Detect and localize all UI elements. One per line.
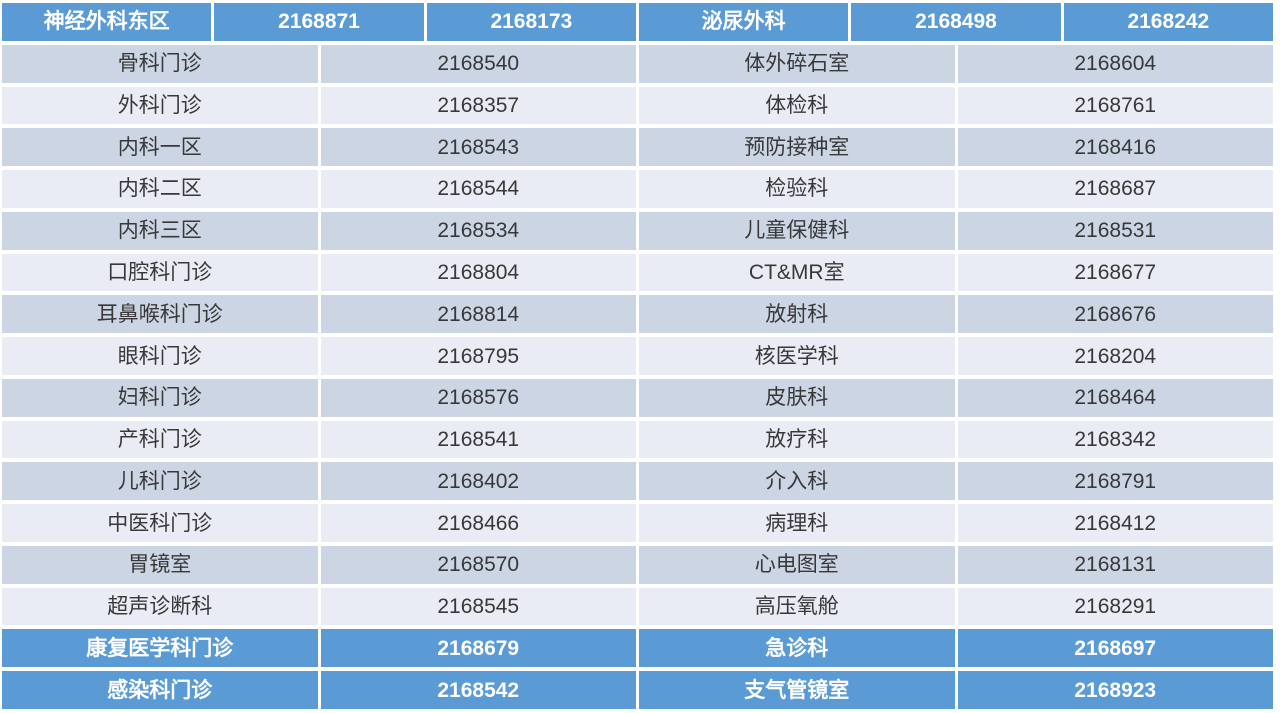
phone-cell: 2168291 (957, 587, 1273, 626)
phone-cell: 2168466 (320, 504, 636, 542)
phone-cell: 2168804 (320, 253, 636, 292)
phone-cell: 2168464 (957, 378, 1273, 417)
phone-cell: 2168544 (320, 170, 636, 208)
phone-cell: 2168697 (957, 629, 1273, 668)
table-row: 内科一区 2168543 预防接种室 2168416 (2, 128, 1273, 167)
table-row: 胃镜室 2168570 心电图室 2168131 (2, 545, 1273, 584)
table-row: 骨科门诊 2168540 体外碎石室 2168604 (2, 44, 1273, 83)
department-cell: 预防接种室 (639, 128, 955, 167)
department-cell: 口腔科门诊 (2, 253, 318, 292)
table-row: 耳鼻喉科门诊 2168814 放射科 2168676 (2, 295, 1273, 334)
department-cell: 超声诊断科 (2, 587, 318, 626)
phone-cell: 2168531 (957, 211, 1273, 250)
table-row: 口腔科门诊 2168804 CT&MR室 2168677 (2, 253, 1273, 292)
department-cell: 病理科 (639, 504, 955, 542)
phone-cell: 2168357 (320, 86, 636, 125)
department-cell: 皮肤科 (639, 378, 955, 417)
phone-cell: 2168679 (320, 629, 636, 668)
table-row: 超声诊断科 2168545 高压氧舱 2168291 (2, 587, 1273, 626)
phone-cell: 2168545 (320, 587, 636, 626)
department-cell: 骨科门诊 (2, 44, 318, 83)
table-row: 儿科门诊 2168402 介入科 2168791 (2, 462, 1273, 501)
department-cell: 支气管镜室 (639, 671, 955, 710)
highlight-row: 感染科门诊 2168542 支气管镜室 2168923 (2, 671, 1273, 710)
table-row: 中医科门诊 2168466 病理科 2168412 (2, 504, 1273, 542)
header-phone-cell: 2168871 (214, 3, 424, 41)
table-row: 内科三区 2168534 儿童保健科 2168531 (2, 211, 1273, 250)
department-cell: 内科一区 (2, 128, 318, 167)
directory-header-row: 神经外科东区 2168871 2168173 泌尿外科 2168498 2168242 (2, 3, 1273, 41)
department-cell: 妇科门诊 (2, 378, 318, 417)
phone-cell: 2168687 (957, 170, 1273, 208)
department-cell: CT&MR室 (639, 253, 955, 292)
table-row: 内科二区 2168544 检验科 2168687 (2, 170, 1273, 208)
header-department-cell: 泌尿外科 (638, 3, 849, 41)
department-cell: 外科门诊 (2, 86, 318, 125)
department-cell: 体检科 (639, 86, 955, 125)
phone-cell: 2168131 (957, 545, 1273, 584)
phone-cell: 2168570 (320, 545, 636, 584)
department-cell: 眼科门诊 (2, 337, 318, 375)
phone-cell: 2168416 (957, 128, 1273, 167)
department-cell: 儿童保健科 (639, 211, 955, 250)
phone-cell: 2168795 (320, 337, 636, 375)
department-cell: 检验科 (639, 170, 955, 208)
phone-cell: 2168541 (320, 420, 636, 459)
table-row: 眼科门诊 2168795 核医学科 2168204 (2, 337, 1273, 375)
phone-cell: 2168576 (320, 378, 636, 417)
header-department-cell: 神经外科东区 (2, 3, 212, 41)
header-phone-cell: 2168242 (1063, 3, 1273, 41)
department-cell: 核医学科 (639, 337, 955, 375)
department-cell: 体外碎石室 (639, 44, 955, 83)
phone-cell: 2168761 (957, 86, 1273, 125)
department-cell: 耳鼻喉科门诊 (2, 295, 318, 334)
phone-cell: 2168540 (320, 44, 636, 83)
table-row: 妇科门诊 2168576 皮肤科 2168464 (2, 378, 1273, 417)
phone-cell: 2168342 (957, 420, 1273, 459)
department-cell: 康复医学科门诊 (2, 629, 318, 668)
phone-cell: 2168412 (957, 504, 1273, 542)
phone-cell: 2168534 (320, 211, 636, 250)
department-cell: 放射科 (639, 295, 955, 334)
department-cell: 中医科门诊 (2, 504, 318, 542)
department-cell: 心电图室 (639, 545, 955, 584)
department-cell: 产科门诊 (2, 420, 318, 459)
phone-cell: 2168814 (320, 295, 636, 334)
phone-cell: 2168543 (320, 128, 636, 167)
department-cell: 高压氧舱 (639, 587, 955, 626)
department-cell: 放疗科 (639, 420, 955, 459)
phone-cell: 2168791 (957, 462, 1273, 501)
phone-cell: 2168923 (957, 671, 1273, 710)
department-cell: 内科二区 (2, 170, 318, 208)
department-cell: 介入科 (639, 462, 955, 501)
header-phone-cell: 2168173 (426, 3, 636, 41)
table-row: 外科门诊 2168357 体检科 2168761 (2, 86, 1273, 125)
highlight-row: 康复医学科门诊 2168679 急诊科 2168697 (2, 629, 1273, 668)
department-cell: 急诊科 (639, 629, 955, 668)
phone-cell: 2168604 (957, 44, 1273, 83)
phone-cell: 2168402 (320, 462, 636, 501)
department-cell: 儿科门诊 (2, 462, 318, 501)
header-phone-cell: 2168498 (851, 3, 1061, 41)
phone-cell: 2168676 (957, 295, 1273, 334)
department-cell: 内科三区 (2, 211, 318, 250)
department-cell: 感染科门诊 (2, 671, 318, 710)
phone-cell: 2168542 (320, 671, 636, 710)
table-row: 产科门诊 2168541 放疗科 2168342 (2, 420, 1273, 459)
phone-cell: 2168204 (957, 337, 1273, 375)
department-cell: 胃镜室 (2, 545, 318, 584)
phone-cell: 2168677 (957, 253, 1273, 292)
